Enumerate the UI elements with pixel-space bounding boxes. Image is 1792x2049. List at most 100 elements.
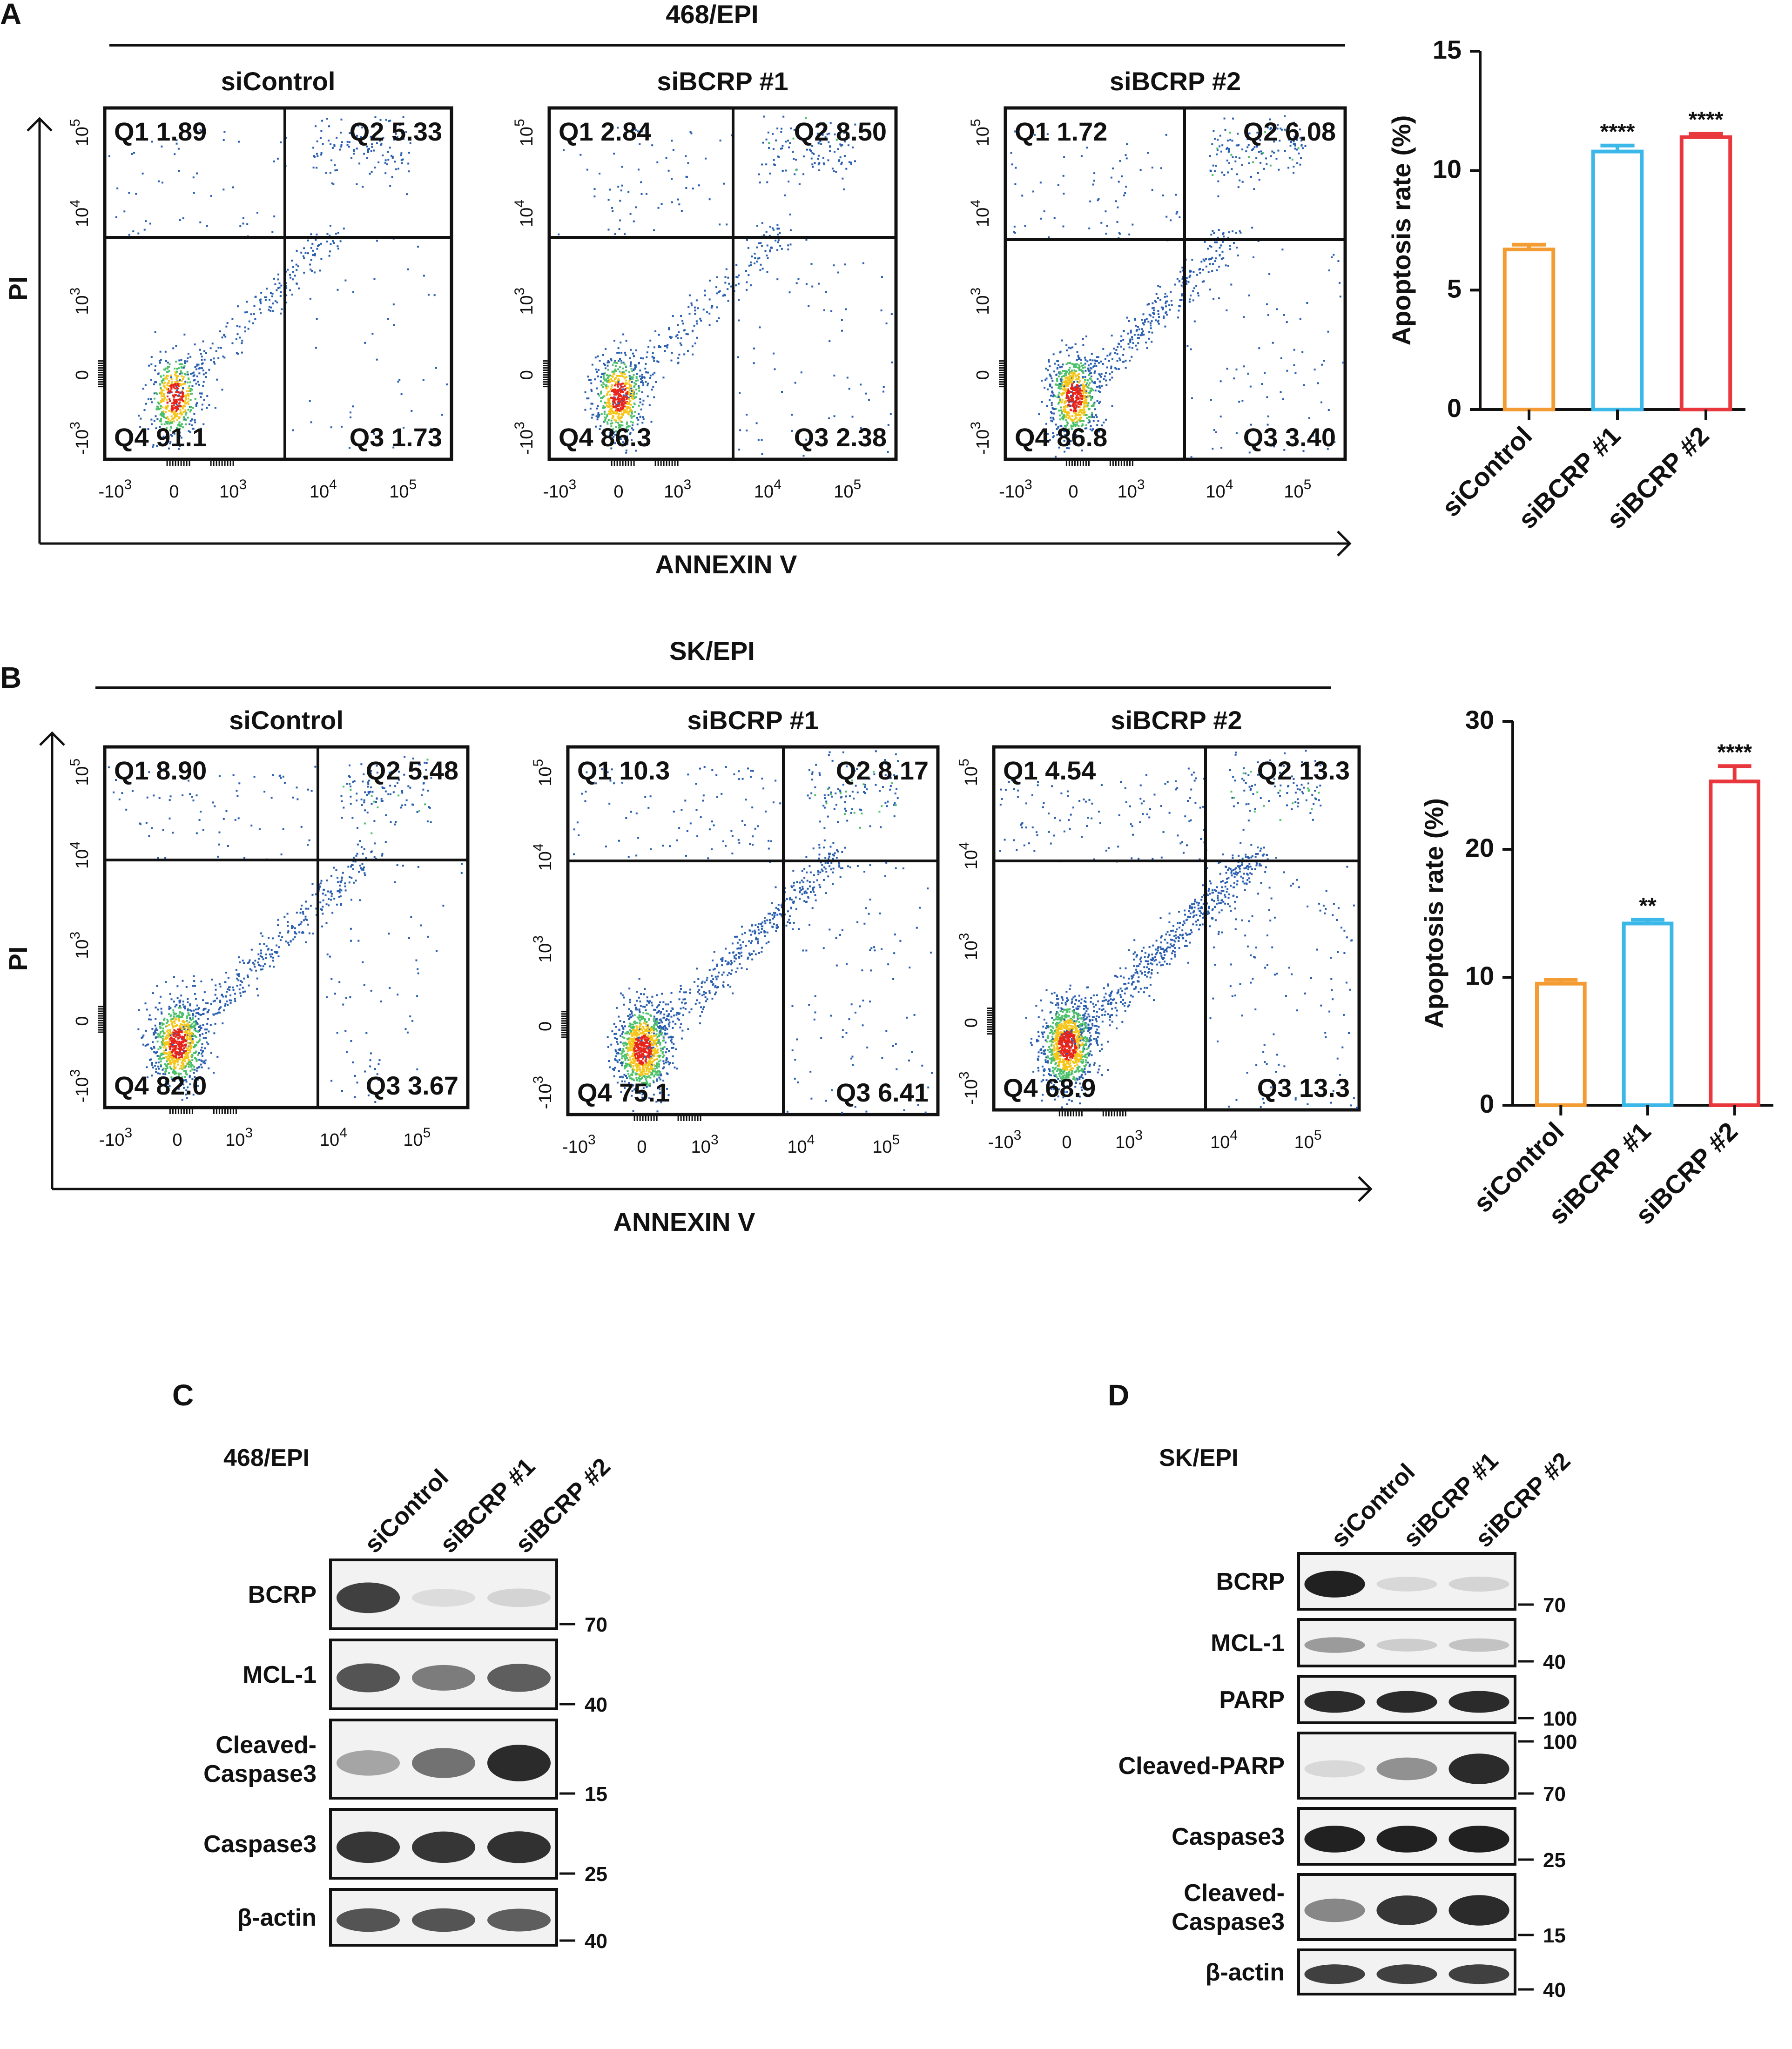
- flow-event-dot: [192, 1041, 194, 1044]
- flow-event-dot: [183, 366, 185, 368]
- flow-event-dot: [164, 1073, 167, 1075]
- flow-event-dot: [356, 148, 358, 150]
- flow-event-dot: [625, 369, 627, 372]
- flow-event-dot: [400, 159, 403, 161]
- flow-event-dot: [616, 362, 619, 364]
- flow-event-dot: [1121, 175, 1123, 177]
- flow-event-dot: [262, 958, 264, 961]
- flow-event-dot: [194, 419, 196, 421]
- flow-event-dot: [1273, 445, 1275, 448]
- flow-event-dot: [397, 994, 399, 996]
- flow-event-dot: [216, 378, 218, 381]
- x-tick-label: -103: [99, 477, 132, 502]
- flow-event-dot: [194, 1035, 196, 1037]
- flow-event-dot: [1069, 380, 1071, 382]
- flow-event-dot: [772, 148, 775, 150]
- flow-event-dot: [1061, 376, 1063, 378]
- flow-event-dot: [202, 1050, 204, 1052]
- flow-event-dot: [1057, 384, 1059, 386]
- flow-event-dot: [724, 282, 727, 284]
- flow-event-dot: [1075, 387, 1077, 389]
- flow-event-dot: [667, 169, 670, 172]
- flow-event-dot: [371, 795, 373, 797]
- flow-event-dot: [597, 393, 600, 395]
- flow-event-dot: [777, 241, 779, 243]
- flow-event-dot: [169, 1029, 171, 1031]
- flow-event-dot: [1266, 396, 1268, 398]
- flow-event-dot: [1226, 159, 1228, 161]
- flow-event-dot: [669, 336, 671, 338]
- flow-event-dot: [1056, 428, 1058, 430]
- flow-event-dot: [215, 350, 217, 352]
- flow-event-dot: [175, 1058, 178, 1061]
- flow-event-dot: [204, 1047, 206, 1049]
- flow-event-dot: [326, 233, 329, 235]
- flow-event-dot: [288, 944, 290, 946]
- flow-event-dot: [1084, 363, 1086, 365]
- flow-event-dot: [163, 1032, 165, 1035]
- flow-event-dot: [1050, 417, 1052, 419]
- flow-event-dot: [1096, 386, 1098, 388]
- flow-event-dot: [840, 128, 842, 130]
- flow-event-dot: [207, 1018, 209, 1020]
- flow-event-dot: [1192, 271, 1195, 273]
- flow-event-dot: [392, 303, 395, 306]
- flow-event-dot: [368, 793, 370, 795]
- flow-event-dot: [1095, 360, 1097, 362]
- flow-event-dot: [310, 247, 312, 249]
- flow-event-dot: [1090, 425, 1092, 427]
- y-tick-label: 105: [67, 119, 92, 146]
- flow-event-dot: [641, 374, 643, 376]
- flow-event-dot: [1229, 248, 1232, 250]
- flow-event-dot: [341, 817, 343, 819]
- flow-event-dot: [186, 1029, 189, 1031]
- flow-event-dot: [841, 319, 843, 321]
- flow-event-dot: [349, 776, 351, 778]
- flow-event-dot: [1212, 448, 1214, 450]
- flow-event-dot: [370, 851, 372, 853]
- flow-event-dot: [197, 1067, 200, 1068]
- flow-event-dot: [227, 977, 229, 979]
- flow-event-dot: [357, 827, 358, 829]
- flow-event-dot: [1152, 307, 1153, 309]
- flow-event-dot: [1076, 395, 1078, 397]
- flow-event-dot: [183, 1021, 186, 1023]
- flow-event-dot: [182, 394, 184, 396]
- flow-event-dot: [242, 960, 244, 962]
- flow-event-dot: [614, 365, 617, 367]
- flow-event-dot: [716, 292, 718, 295]
- flow-event-dot: [1067, 422, 1069, 424]
- flow-event-dot: [200, 981, 202, 982]
- flow-event-dot: [1239, 157, 1240, 159]
- flow-event-dot: [638, 404, 640, 407]
- flow-event-dot: [708, 312, 711, 315]
- flow-event-dot: [181, 375, 183, 377]
- flow-event-dot: [198, 1030, 200, 1033]
- flow-event-dot: [1153, 309, 1155, 311]
- flow-event-dot: [1125, 186, 1127, 188]
- flow-event-dot: [633, 393, 635, 396]
- flow-event-dot: [602, 376, 605, 378]
- flow-event-dot: [653, 371, 656, 374]
- flow-event-dot: [618, 393, 620, 395]
- flow-event-dot: [710, 307, 713, 309]
- flow-event-dot: [1212, 164, 1214, 167]
- flow-event-dot: [1238, 401, 1240, 403]
- quadrant-q4-label: Q4 86.8: [1015, 423, 1107, 452]
- flow-event-dot: [1053, 408, 1056, 410]
- flow-event-dot: [158, 797, 161, 799]
- flow-event-dot: [408, 152, 410, 154]
- flow-event-dot: [249, 959, 251, 961]
- flow-event-dot: [254, 966, 256, 968]
- flow-event-dot: [402, 158, 404, 161]
- flow-event-dot: [1069, 371, 1071, 373]
- flow-event-dot: [1158, 316, 1160, 318]
- flow-event-dot: [155, 1068, 157, 1070]
- flow-event-dot: [1086, 402, 1088, 404]
- flow-event-dot: [1327, 330, 1329, 333]
- flow-event-dot: [618, 426, 620, 429]
- flow-event-dot: [629, 365, 632, 367]
- flow-event-dot: [1085, 403, 1087, 405]
- flow-event-dot: [621, 385, 624, 388]
